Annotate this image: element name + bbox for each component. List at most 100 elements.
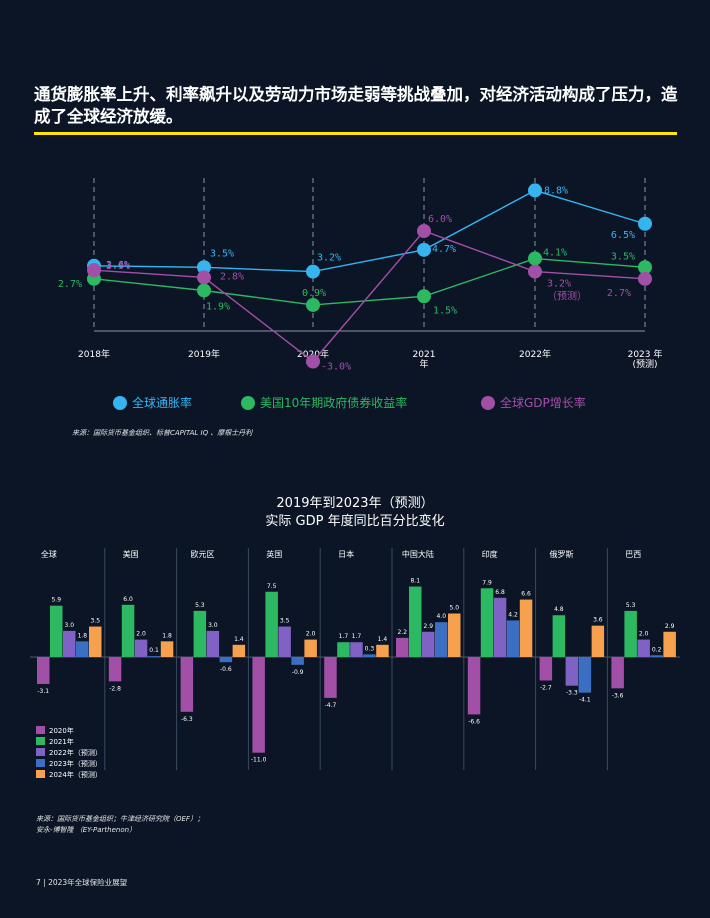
bar [519,599,533,657]
bar-value-label: 2.0 [136,631,146,638]
legend-swatch [36,726,45,734]
bar [232,644,246,657]
bar [539,657,553,681]
bar-value-label: 0.3 [365,645,375,652]
bar-value-label: 5.3 [626,602,636,609]
bar-value-label: 3.0 [64,622,74,629]
bar-value-label: 2.9 [423,623,433,630]
line-chart: 2018年2019年2020年2021年2022年2023 年(预测)3.6%3… [58,178,663,410]
bar-value-label: 7.9 [482,579,492,586]
bar [37,657,50,684]
series-line [93,230,646,363]
legend-marker [481,396,495,410]
bar-value-label: 1.4 [234,636,244,643]
legend-swatch [36,759,45,767]
bar [121,604,135,657]
line-chart-source: 来源：国际货币基金组织、标普CAPITAL IQ 、摩根士丹利 [72,429,253,437]
bar [108,657,122,682]
bar-value-label: 0.1 [149,647,159,654]
bar-chart-source: 来源：国际货币基金组织；牛津经济研究院（OEF）； 安永-博智隆 （EY-Par… [36,814,276,836]
data-label: 1.5% [433,305,457,316]
data-label: 6.5% [611,230,635,241]
bar [252,657,265,753]
group-label: 欧元区 [191,549,215,559]
bar-value-label: 3.0 [208,622,218,629]
legend-label: 2024年（预测） [49,770,102,779]
bar-value-label: -2.8 [109,685,121,692]
bar-value-label: 1.8 [77,632,87,639]
legend-label: 2021年 [49,737,74,746]
bar [624,610,637,657]
data-label: 3.3% [106,261,130,272]
legend-swatch [36,737,45,745]
series-line [93,257,646,306]
bar-chart-title-line2: 实际 GDP 年度同比百分比变化 [265,514,445,529]
bar-chart-source-line2: 安永-博智隆 （EY-Parthenon） [36,826,137,834]
data-point [528,251,542,266]
data-point [87,263,101,278]
data-label: 6.0% [428,214,452,225]
legend-marker [113,396,127,410]
bar [160,641,174,657]
group-label: 日本 [338,549,354,559]
data-point [638,216,652,231]
bar [89,626,102,657]
bar-chart-title-line1: 2019年到2023年（预测） [276,496,434,511]
bar-value-label: -4.1 [579,697,591,704]
headline: 通货膨胀率上升、利率飙升以及劳动力市场走弱等挑战叠加，对经济活动构成了压力，造成… [34,85,678,126]
bar-value-label: 4.2 [508,611,518,618]
x-tick-label: 2023 年(预测) [628,348,663,370]
data-point [197,260,211,275]
bar [480,588,494,657]
bar-value-label: 1.7 [352,633,362,640]
bar-value-label: 2.2 [397,629,407,636]
bar [350,642,363,657]
bar-value-label: -0.9 [292,669,304,676]
bar-value-label: 1.4 [378,636,388,643]
data-point [638,260,652,275]
legend-label: 2023年（预测） [49,759,102,768]
bar [193,610,207,657]
data-label: 1.9% [206,301,230,312]
bar-value-label: 4.8 [554,606,564,613]
series-line [93,189,646,273]
bar-value-label: 4.0 [436,613,446,620]
data-label: 2.8% [220,271,244,282]
page-footer: 7 | 2023年全球保险业展望 [36,878,128,887]
bar [134,639,148,657]
group-label: 印度 [482,549,498,559]
x-tick-label: 2018年 [78,348,110,360]
data-point [306,297,320,312]
bar [650,655,663,657]
bar [409,586,422,657]
group-label: 英国 [266,549,282,559]
data-label: -3.0% [321,362,351,373]
data-point [638,271,652,286]
x-tick-label: 2019年 [188,348,220,360]
data-point [306,264,320,279]
legend-swatch [36,770,45,778]
bar [506,620,520,657]
bar-value-label: 2.0 [639,631,649,638]
bar-value-label: 1.7 [339,633,349,640]
bar-value-label: -3.6 [612,692,624,699]
bar [265,591,278,657]
legend-label: 美国10年期政府债券收益率 [260,395,407,410]
bar-value-label: -3.3 [566,690,578,697]
bar [206,630,220,657]
data-label: 3.5% [611,251,635,262]
bar [180,657,194,712]
bar [147,656,161,658]
data-label: 0.9% [302,288,326,299]
bar [219,657,233,663]
data-point [197,283,211,298]
bar [50,605,63,657]
bar [363,654,376,657]
bar [396,637,409,657]
bar [337,642,350,657]
bar-value-label: 5.9 [51,597,61,604]
data-label: 4.1% [543,248,567,259]
legend-marker [241,396,255,410]
legend-swatch [36,748,45,756]
bar-value-label: -0.6 [220,666,232,673]
